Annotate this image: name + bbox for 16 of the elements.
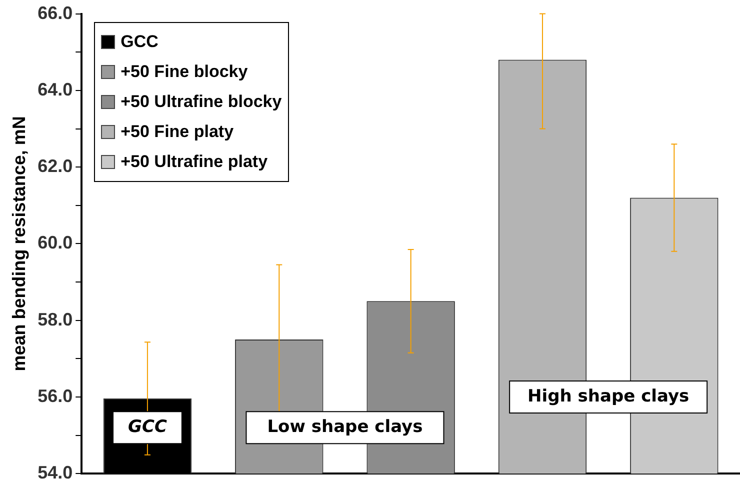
annotation: High shape clays	[528, 386, 690, 406]
legend-label: +50 Ultrafine blocky	[120, 92, 282, 112]
y-tick-label: 58.0	[38, 309, 73, 330]
y-tick-label: 64.0	[38, 79, 73, 100]
y-tick-label: 56.0	[38, 386, 73, 406]
annotation: GCC	[128, 417, 168, 438]
annotation: Low shape clays	[267, 417, 423, 438]
y-axis-title: mean bending resistance, mN	[8, 116, 29, 372]
legend-label: +50 Fine platy	[120, 122, 234, 142]
y-tick-label: 60.0	[38, 232, 73, 253]
legend-label: +50 Ultrafine platy	[120, 152, 268, 172]
legend-label: GCC	[120, 32, 158, 52]
y-tick-label: 62.0	[38, 156, 73, 176]
y-tick-label: 66.0	[38, 2, 73, 23]
legend-label: +50 Fine blocky	[120, 62, 248, 82]
y-tick-label: 54.0	[38, 462, 73, 483]
